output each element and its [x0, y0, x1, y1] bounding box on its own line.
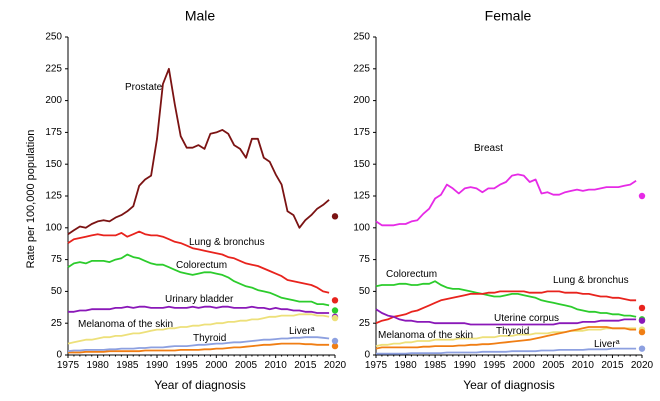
male-x-tick-label-1990: 1990: [146, 360, 169, 371]
female-endpoint-liver: [638, 345, 646, 352]
female-series-melanoma-of-the-skin: [375, 327, 637, 347]
male-x-tick-label-2010: 2010: [265, 360, 288, 371]
male-x-tick-label-1975: 1975: [57, 360, 80, 371]
male-label-footnote-mark: a: [311, 326, 315, 333]
male-endpoint-thyroid: [331, 342, 339, 350]
male-y-tick-label-50: 50: [51, 286, 63, 297]
female-y-tick-label-200: 200: [353, 95, 370, 106]
male-series-melanoma-of-the-skin: [67, 313, 330, 345]
male-series-urinary-bladder: [68, 305, 330, 314]
male-series-liver: [67, 336, 330, 353]
female-x-tick-label-2015: 2015: [601, 360, 624, 371]
female-y-tick-label-0: 0: [364, 350, 370, 361]
male-y-tick-label-100: 100: [45, 222, 62, 233]
male-label-liver: Livera: [289, 326, 315, 338]
female-y-tick-label-100: 100: [353, 222, 370, 233]
male-y-tick-label-150: 150: [45, 159, 62, 170]
male-x-tick-label-2005: 2005: [235, 360, 258, 371]
female-label-colorectum: Colorectum: [386, 269, 437, 280]
female-label-breast: Breast: [474, 143, 503, 154]
male-panel: Male 0 25 50 75 100 125 150 175 200 225 250 1975 1980…: [45, 8, 346, 392]
female-series-liver: [376, 347, 637, 355]
male-y-tick-label-75: 75: [51, 254, 63, 265]
female-label-footnote-mark: a: [616, 339, 620, 346]
male-x-axis-title: Year of diagnosis: [154, 378, 246, 392]
male-y-tick-label-225: 225: [45, 63, 62, 74]
female-label-lung-and-bronchus: Lung & bronchus: [553, 275, 629, 286]
male-x-tick-label-2000: 2000: [205, 360, 228, 371]
male-y-tick-label-200: 200: [45, 95, 62, 106]
male-x-tick-label-2020: 2020: [324, 360, 347, 371]
male-y-tick-label-0: 0: [56, 350, 62, 361]
male-label-thyroid: Thyroid: [193, 333, 226, 344]
male-series-colorectum: [67, 253, 330, 307]
female-x-tick-label-1980: 1980: [394, 360, 417, 371]
female-endpoint-lung-and-bronchus: [638, 304, 646, 312]
female-label-uterine-corpus: Uterine corpus: [494, 313, 559, 324]
male-x-tick-label-1980: 1980: [87, 360, 110, 371]
male-endpoint-liver: [331, 337, 339, 345]
female-series-colorectum: [375, 280, 637, 318]
male-y-tick-label-175: 175: [45, 127, 62, 138]
male-x-tick-label-1985: 1985: [116, 360, 139, 371]
male-label-prostate: Prostate: [125, 82, 163, 93]
male-label-colorectum: Colorectum: [176, 260, 227, 271]
male-label-melanoma-of-the-skin: Melanoma of the skin: [78, 319, 173, 330]
female-panel: Female 0 25 50 75 100 125 150 175 200 225 250 1975 19…: [353, 8, 653, 392]
female-x-tick-label-2000: 2000: [513, 360, 536, 371]
male-panel-title: Male: [185, 8, 216, 24]
female-series-thyroid: [375, 326, 637, 350]
male-endpoint-colorectum: [331, 307, 339, 314]
male-endpoint-prostate: [331, 213, 339, 220]
female-x-axis-title: Year of diagnosis: [463, 378, 555, 392]
female-y-tick-label-125: 125: [353, 191, 370, 202]
male-endpoint-melanoma-of-the-skin: [331, 314, 339, 322]
female-y-tick-label-75: 75: [359, 254, 371, 265]
male-series-lung-and-bronchus: [67, 230, 330, 294]
female-y-tick-label-225: 225: [353, 63, 370, 74]
male-endpoint-lung-and-bronchus: [331, 297, 339, 304]
female-y-tick-label-25: 25: [359, 318, 371, 329]
female-label-thyroid: Thyroid: [496, 326, 529, 337]
female-x-tick-label-2010: 2010: [572, 360, 595, 371]
female-y-tick-label-150: 150: [353, 159, 370, 170]
female-panel-title: Female: [485, 8, 532, 24]
female-series-uterine-corpus: [375, 308, 637, 326]
male-series-thyroid: [68, 342, 330, 354]
y-axis-title: Rate per 100,000 population: [25, 130, 37, 269]
female-series-lung-and-bronchus: [375, 290, 637, 325]
male-y-tick-label-25: 25: [51, 318, 63, 329]
female-x-tick-label-2020: 2020: [631, 360, 654, 371]
female-y-tick-label-175: 175: [353, 127, 370, 138]
male-series-prostate: [67, 67, 330, 235]
male-y-tick-label-250: 250: [45, 32, 62, 43]
female-x-tick-label-2005: 2005: [542, 360, 565, 371]
female-endpoint-uterine-corpus: [638, 317, 646, 324]
female-series-breast: [375, 173, 637, 227]
female-x-tick-label-1990: 1990: [454, 360, 477, 371]
female-label-liver: Livera: [594, 339, 620, 351]
male-label-lung-and-bronchus: Lung & bronchus: [189, 237, 265, 248]
female-label-melanoma-of-the-skin: Melanoma of the skin: [378, 330, 473, 341]
female-y-tick-label-50: 50: [359, 286, 371, 297]
female-x-tick-label-1975: 1975: [365, 360, 388, 371]
male-x-tick-label-2015: 2015: [294, 360, 317, 371]
male-label-urinary-bladder: Urinary bladder: [165, 294, 234, 305]
male-x-tick-label-1995: 1995: [176, 360, 199, 371]
female-x-tick-label-1995: 1995: [483, 360, 506, 371]
female-x-tick-label-1985: 1985: [424, 360, 447, 371]
male-y-tick-label-125: 125: [45, 191, 62, 202]
female-endpoint-thyroid: [638, 328, 646, 336]
female-endpoint-breast: [638, 192, 646, 200]
female-y-tick-label-250: 250: [353, 32, 370, 43]
